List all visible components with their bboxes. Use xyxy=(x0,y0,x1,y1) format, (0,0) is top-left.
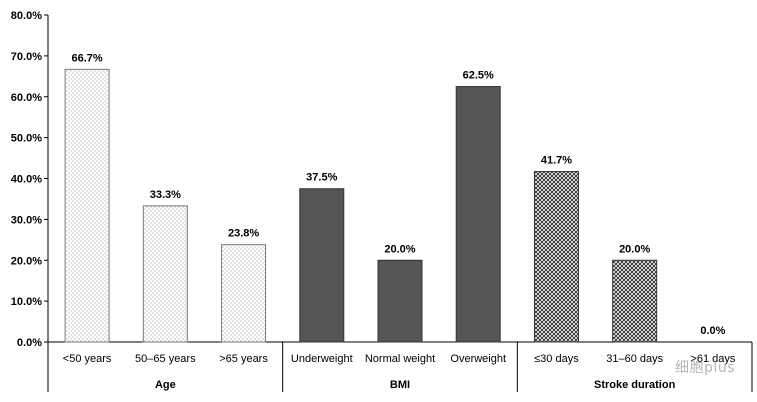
data-label: 41.7% xyxy=(541,155,572,167)
category-label: 50–65 years xyxy=(135,353,196,365)
y-tick-label: 40.0% xyxy=(11,174,42,186)
category-label: <50 years xyxy=(63,353,112,365)
category-label: Underweight xyxy=(291,353,353,365)
y-tick-label: 20.0% xyxy=(11,255,42,267)
y-tick-label: 60.0% xyxy=(11,92,42,104)
category-label: 31–60 days xyxy=(606,353,663,365)
data-label: 66.7% xyxy=(72,52,103,64)
data-label: 0.0% xyxy=(700,325,725,337)
category-label: >65 years xyxy=(219,353,268,365)
labels: 66.7% <50 years 33.3% 50–65 years 23.8% >65 y… xyxy=(63,52,736,391)
category-label: Normal weight xyxy=(365,353,435,365)
data-label: 20.0% xyxy=(384,243,415,255)
bar-age-3 xyxy=(221,244,267,343)
data-label: 33.3% xyxy=(150,189,181,201)
data-label: 23.8% xyxy=(228,228,259,240)
data-label: 20.0% xyxy=(619,243,650,255)
bar-bmi-2 xyxy=(377,259,423,343)
bar-age-2 xyxy=(142,205,188,343)
data-label: 37.5% xyxy=(306,172,337,184)
y-tick-label: 10.0% xyxy=(11,296,42,308)
group-label: BMI xyxy=(390,379,410,391)
y-tick-label: 80.0% xyxy=(11,10,42,22)
watermark-text: 细胞plus xyxy=(675,360,735,376)
bar-stroke-duration-2 xyxy=(612,259,658,343)
group-label: Stroke duration xyxy=(594,379,676,391)
group-label: Age xyxy=(155,379,176,391)
bar-stroke-duration-1 xyxy=(533,171,579,343)
y-tick-label: 70.0% xyxy=(11,51,42,63)
bars xyxy=(64,68,658,343)
data-label: 62.5% xyxy=(463,70,494,82)
bar-bmi-1 xyxy=(299,188,345,343)
bar-age-1 xyxy=(64,68,110,343)
y-tick-label: 50.0% xyxy=(11,133,42,145)
bar-bmi-3 xyxy=(455,86,501,343)
y-tick-label: 0.0% xyxy=(17,337,42,349)
category-label: ≤30 days xyxy=(534,353,579,365)
category-label: Overweight xyxy=(450,353,506,365)
y-tick-label: 30.0% xyxy=(11,214,42,226)
category-label: >61 days xyxy=(690,353,735,365)
